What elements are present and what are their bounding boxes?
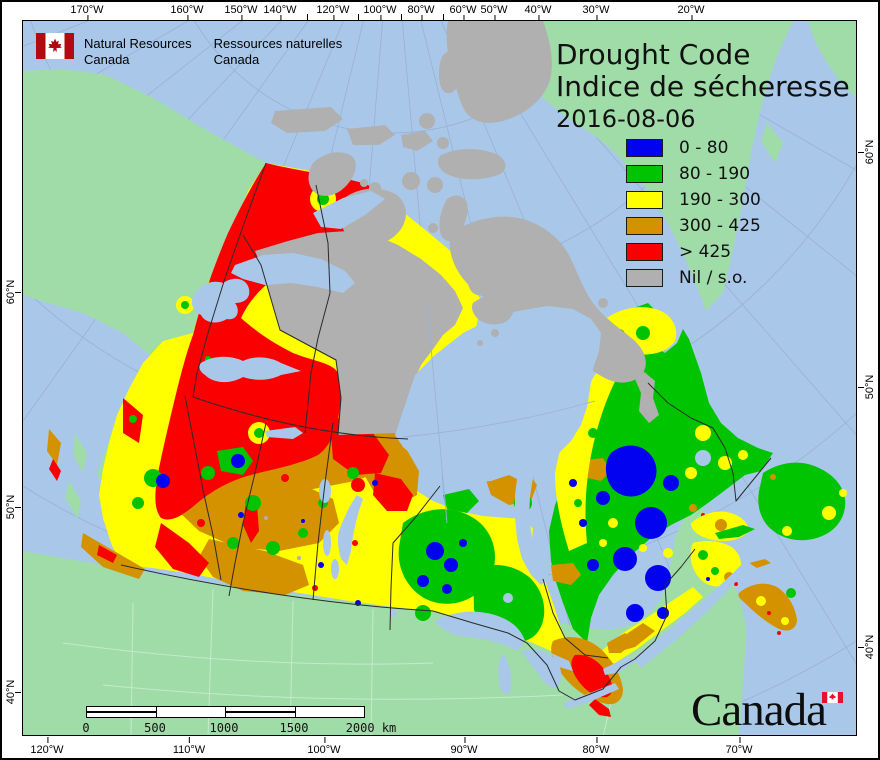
legend-swatch-green bbox=[626, 165, 663, 183]
axis-label-bottom: 100°W bbox=[307, 737, 341, 756]
graticule-water-overlay bbox=[402, 302, 596, 524]
axis-label-top: 160°W bbox=[170, 4, 204, 21]
axis-label-top: 50°W bbox=[480, 4, 508, 21]
scale-bar bbox=[86, 706, 365, 718]
legend-swatch-red bbox=[626, 243, 663, 261]
scale-label: 0 bbox=[82, 721, 90, 735]
axis-label-top: 30°W bbox=[582, 4, 610, 21]
legend-label: 80 - 190 bbox=[679, 164, 751, 184]
canada-wordmark: Canada bbox=[691, 684, 827, 736]
axis-label-top: 60°W bbox=[449, 4, 477, 21]
axis-label-top: 120°W bbox=[316, 4, 350, 21]
map-date: 2016-08-06 bbox=[556, 105, 696, 133]
boundaries bbox=[120, 162, 772, 701]
scale-label: 2000 km bbox=[345, 721, 397, 735]
legend-item: > 425 bbox=[626, 239, 761, 265]
wordmark-flag-icon bbox=[822, 692, 843, 703]
scale-segment bbox=[157, 707, 226, 717]
scale-label: 1500 bbox=[279, 721, 309, 735]
scale-segment bbox=[226, 707, 296, 717]
axis-label-bottom: 80°W bbox=[582, 737, 610, 756]
lakes-and-bays bbox=[191, 191, 751, 709]
axis-tick bbox=[307, 14, 308, 20]
axis-label-bottom: 110°W bbox=[172, 737, 206, 756]
axis-tick bbox=[15, 292, 21, 293]
legend-item: 190 - 300 bbox=[626, 187, 761, 213]
legend-label: Nil / s.o. bbox=[679, 268, 748, 288]
axis-label-bottom: 70°W bbox=[725, 737, 753, 756]
axis-label-right: 40°N bbox=[864, 634, 876, 660]
legend-swatch-yellow bbox=[626, 191, 663, 209]
axis-tick bbox=[358, 14, 359, 20]
axis-label-top: 170°W bbox=[70, 4, 104, 21]
canada-drought-map bbox=[23, 21, 856, 735]
axis-label-bottom: 90°W bbox=[450, 737, 478, 756]
scale-label: 1000 bbox=[209, 721, 239, 735]
legend-swatch-orange bbox=[626, 217, 663, 235]
legend-item: 0 - 80 bbox=[626, 135, 761, 161]
title-fr: Indice de sécheresse bbox=[556, 70, 850, 103]
axis-label-right: 50°N bbox=[864, 374, 876, 400]
axis-tick bbox=[858, 647, 864, 648]
title-en: Drought Code bbox=[556, 38, 751, 71]
department-name-fr: Ressources naturelles Canada bbox=[213, 36, 343, 67]
axis-tick bbox=[401, 14, 402, 20]
axis-label-top: 40°W bbox=[524, 4, 552, 21]
axis-label-top: 80°W bbox=[407, 4, 435, 21]
legend: 0 - 80 80 - 190 190 - 300 300 - 425 > 42… bbox=[626, 135, 761, 291]
canada-flag-icon bbox=[36, 33, 74, 59]
legend-item: Nil / s.o. bbox=[626, 265, 761, 291]
legend-label: 300 - 425 bbox=[679, 216, 761, 236]
legend-swatch-blue bbox=[626, 139, 663, 157]
legend-label: 0 - 80 bbox=[679, 138, 729, 158]
axis-label-right: 60°N bbox=[864, 139, 876, 165]
legend-item: 80 - 190 bbox=[626, 161, 761, 187]
map-title: Drought Code Indice de sécheresse 2016-0… bbox=[556, 39, 850, 135]
legend-swatch-gray bbox=[626, 269, 663, 287]
government-signature: Natural Resources Canada Ressources natur… bbox=[36, 33, 342, 68]
axis-tick bbox=[443, 14, 444, 20]
scale-segment bbox=[87, 707, 157, 717]
map-frame: Natural Resources Canada Ressources natur… bbox=[22, 20, 857, 736]
legend-label: > 425 bbox=[679, 242, 732, 262]
axis-label-bottom: 120°W bbox=[30, 737, 64, 756]
axis-label-top: 20°W bbox=[677, 4, 705, 21]
department-name-en: Natural Resources Canada bbox=[84, 36, 192, 67]
scale-segment bbox=[296, 707, 365, 717]
legend-item: 300 - 425 bbox=[626, 213, 761, 239]
legend-label: 190 - 300 bbox=[679, 190, 761, 210]
axis-tick bbox=[858, 387, 864, 388]
axis-tick bbox=[15, 692, 21, 693]
axis-label-top: 150°W bbox=[224, 4, 258, 21]
axis-tick bbox=[15, 507, 21, 508]
axis-label-top: 140°W bbox=[263, 4, 297, 21]
axis-label-top: 100°W bbox=[363, 4, 397, 21]
axis-tick bbox=[858, 152, 864, 153]
scale-label: 500 bbox=[144, 721, 166, 735]
